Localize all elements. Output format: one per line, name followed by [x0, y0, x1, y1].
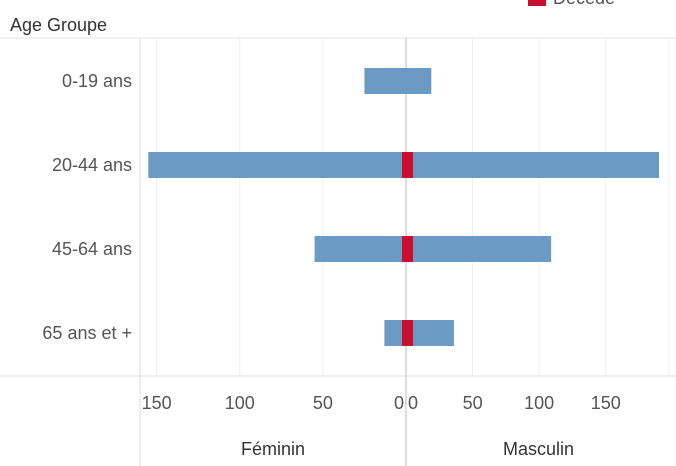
bar-male-3 [406, 320, 454, 346]
x-tick-left-3: 150 [142, 393, 172, 413]
x-tick-left-2: 100 [225, 393, 255, 413]
x-tick-left-0: 0 [394, 393, 404, 413]
x-tick-right-0: 0 [408, 393, 418, 413]
panel-titles: Féminin Masculin [241, 439, 574, 459]
category-label-1: 20-44 ans [52, 155, 132, 175]
bar-male-deceased-3 [406, 320, 413, 346]
bar-male-0 [406, 68, 432, 94]
bar-female-3 [384, 320, 406, 346]
x-tick-left-1: 50 [313, 393, 333, 413]
bar-female-1 [148, 152, 406, 178]
bar-female-deceased-3 [402, 320, 406, 346]
bar-male-1 [406, 152, 659, 178]
panel-title-female: Féminin [241, 439, 305, 459]
bar-male-deceased-1 [406, 152, 413, 178]
bar-female-deceased-1 [402, 152, 406, 178]
bar-male-deceased-2 [406, 236, 413, 262]
category-label-2: 45-64 ans [52, 239, 132, 259]
y-axis-title: Age Groupe [10, 15, 107, 35]
bar-female-0 [364, 68, 406, 94]
panel-title-male: Masculin [503, 439, 574, 459]
category-label-0: 0-19 ans [62, 71, 132, 91]
x-tick-labels: 0 50 100 150 0 50 100 150 [142, 393, 621, 413]
legend-swatch-deceased [528, 0, 546, 6]
x-tick-right-3: 150 [591, 393, 621, 413]
x-tick-right-1: 50 [463, 393, 483, 413]
category-label-3: 65 ans et + [42, 323, 132, 343]
bar-female-deceased-2 [402, 236, 406, 262]
x-tick-right-2: 100 [524, 393, 554, 413]
bar-male-2 [406, 236, 552, 262]
bar-female-2 [314, 236, 406, 262]
category-labels: 0-19 ans 20-44 ans 45-64 ans 65 ans et + [42, 71, 132, 343]
grid-lines [0, 37, 676, 466]
bars-layer [148, 68, 659, 346]
legend-label-deceased: Décédé [553, 0, 615, 8]
